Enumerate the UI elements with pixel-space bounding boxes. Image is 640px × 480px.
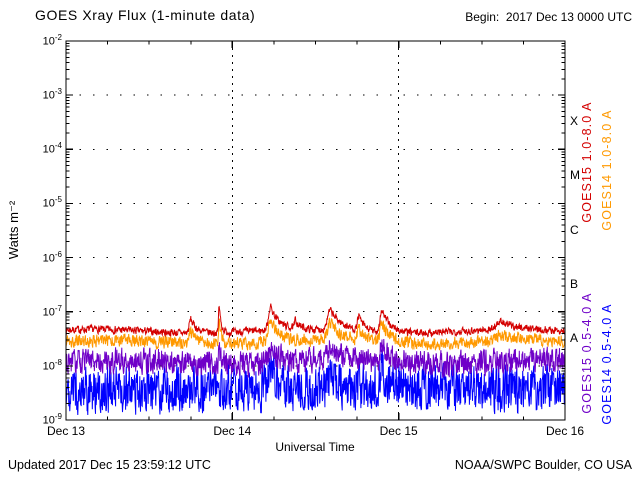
- legend-goes14-1-0-8-0-a: GOES14 1.0-8.0 A: [600, 109, 614, 231]
- x-tick-label: Dec 16: [545, 424, 585, 438]
- credit-label: NOAA/SWPC Boulder, CO USA: [454, 458, 632, 472]
- x-tick-label: Dec 15: [379, 424, 418, 438]
- x-tick-label: Dec 14: [213, 424, 252, 438]
- y-tick-label: 10-2: [42, 33, 62, 48]
- y-tick-label: 10-8: [42, 357, 62, 373]
- x-tick-label: Dec 13: [46, 424, 86, 438]
- begin-time-label: Begin: 2017 Dec 13 0000 UTC: [465, 10, 632, 24]
- flare-class-label-c: C: [570, 222, 579, 237]
- legend-goes14-0-5-4-0-a: GOES14 0.5-4.0 A: [600, 303, 614, 425]
- chart-title: GOES Xray Flux (1-minute data): [35, 7, 256, 23]
- flare-class-label-a: A: [570, 330, 579, 345]
- legend-goes15-0-5-4-0-a: GOES15 0.5-4.0 A: [580, 292, 594, 414]
- flare-class-label-m: M: [570, 168, 580, 183]
- y-tick-label: 10-6: [42, 249, 62, 265]
- y-tick-label: 10-5: [42, 195, 62, 211]
- updated-timestamp: Updated 2017 Dec 15 23:59:12 UTC: [8, 458, 211, 472]
- y-tick-label: 10-4: [42, 141, 62, 156]
- flare-class-label-b: B: [570, 276, 579, 291]
- legend-goes15-1-0-8-0-a: GOES15 1.0-8.0 A: [580, 101, 594, 223]
- x-axis-title: Universal Time: [275, 440, 355, 454]
- y-tick-label: 10-3: [42, 87, 62, 102]
- y-tick-label: 10-9: [42, 412, 62, 427]
- flare-class-label-x: X: [570, 114, 579, 129]
- y-tick-label: 10-7: [42, 303, 62, 319]
